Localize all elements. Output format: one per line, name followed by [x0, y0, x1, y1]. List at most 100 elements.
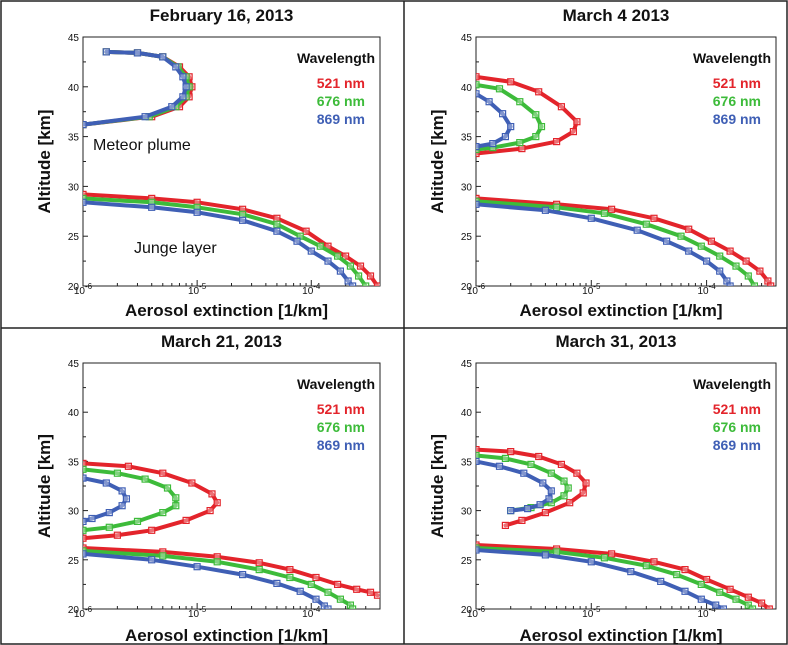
data-point — [273, 579, 281, 588]
data-point — [536, 501, 544, 509]
data-point — [83, 194, 87, 202]
chart-title: March 31, 2013 — [556, 332, 677, 351]
data-point — [188, 479, 196, 487]
y-axis-label: Altitude [km] — [428, 434, 447, 538]
data-point — [476, 81, 480, 89]
chart-title: February 16, 2013 — [150, 6, 294, 25]
data-point — [193, 563, 201, 571]
data-point — [495, 85, 504, 93]
series-line — [83, 467, 178, 533]
data-point — [476, 149, 480, 158]
data-point — [532, 133, 540, 141]
y-tick-label: 35 — [68, 457, 80, 468]
y-tick-label: 45 — [461, 33, 473, 44]
data-point — [681, 565, 689, 574]
data-point — [324, 257, 332, 265]
chart-title: March 21, 2013 — [161, 332, 282, 351]
y-tick-label: 45 — [68, 359, 80, 370]
data-point — [485, 98, 493, 106]
data-point — [633, 226, 641, 234]
data-point — [587, 214, 595, 222]
data-point — [662, 237, 671, 245]
data-point — [501, 521, 509, 530]
data-point — [213, 499, 221, 507]
data-point — [750, 282, 759, 286]
data-point — [118, 502, 126, 510]
legend-title: Wavelength — [297, 376, 375, 392]
data-point — [516, 139, 524, 147]
data-point — [83, 534, 87, 542]
data-point — [566, 499, 574, 507]
annotation-label: Meteor plume — [93, 137, 191, 154]
data-point — [141, 475, 149, 483]
data-point — [476, 451, 480, 460]
data-point — [324, 588, 332, 596]
data-point — [273, 227, 281, 235]
data-point — [523, 505, 532, 513]
data-point — [552, 138, 561, 146]
data-point — [133, 49, 142, 57]
y-tick-label: 20 — [68, 282, 80, 293]
data-point — [159, 552, 167, 560]
series-521-nm — [83, 459, 380, 599]
data-point — [767, 282, 775, 286]
data-point — [148, 203, 156, 211]
data-point — [168, 103, 176, 111]
y-tick-label: 35 — [461, 133, 473, 144]
data-point — [349, 282, 357, 286]
data-point — [564, 484, 572, 492]
data-point — [113, 469, 122, 477]
data-point — [83, 474, 87, 482]
y-tick-label: 30 — [461, 182, 473, 193]
data-point — [535, 452, 543, 461]
y-tick-label: 40 — [68, 83, 80, 94]
data-point — [88, 514, 96, 523]
data-point — [744, 593, 752, 601]
y-tick-label: 20 — [461, 282, 473, 293]
data-point — [489, 140, 497, 148]
data-point — [702, 575, 711, 584]
data-point — [507, 507, 515, 515]
data-point — [206, 507, 214, 515]
data-point — [476, 73, 480, 81]
data-point — [296, 587, 304, 595]
data-point — [179, 93, 187, 101]
legend-item: 869 nm — [713, 437, 761, 453]
data-point — [697, 242, 705, 250]
data-point — [518, 516, 526, 525]
data-point — [535, 88, 543, 96]
data-point — [607, 550, 616, 558]
data-point — [681, 587, 689, 595]
data-point — [193, 208, 201, 216]
data-point — [732, 595, 740, 603]
legend-title: Wavelength — [297, 50, 375, 66]
data-point — [362, 282, 370, 286]
data-point — [516, 98, 524, 106]
chart-panel-1: February 16, 2013 20 25 30 35 40 45 10-6 10-5 10-… — [35, 6, 381, 320]
y-tick-label: 20 — [461, 605, 473, 616]
data-point — [355, 272, 363, 280]
data-point — [507, 78, 515, 86]
data-point — [744, 601, 752, 609]
data-point — [83, 120, 87, 129]
x-tick-label: 10-4 — [302, 282, 321, 297]
series-line — [83, 461, 220, 541]
data-point — [587, 558, 595, 566]
legend-item: 869 nm — [317, 437, 365, 453]
data-point — [757, 599, 766, 607]
data-point — [476, 200, 480, 208]
data-point — [673, 570, 681, 579]
x-tick-label: 10-6 — [467, 282, 486, 297]
data-point — [255, 559, 263, 567]
y-tick-label: 30 — [461, 507, 473, 518]
data-point — [336, 595, 344, 603]
data-point — [642, 562, 650, 570]
data-point — [213, 558, 221, 566]
data-point — [707, 237, 716, 245]
legend-item: 521 nm — [713, 75, 761, 91]
legend-item: 676 nm — [713, 93, 761, 109]
y-tick-label: 25 — [461, 556, 473, 567]
series-line — [476, 459, 554, 513]
data-point — [366, 588, 375, 596]
data-point — [208, 490, 216, 498]
